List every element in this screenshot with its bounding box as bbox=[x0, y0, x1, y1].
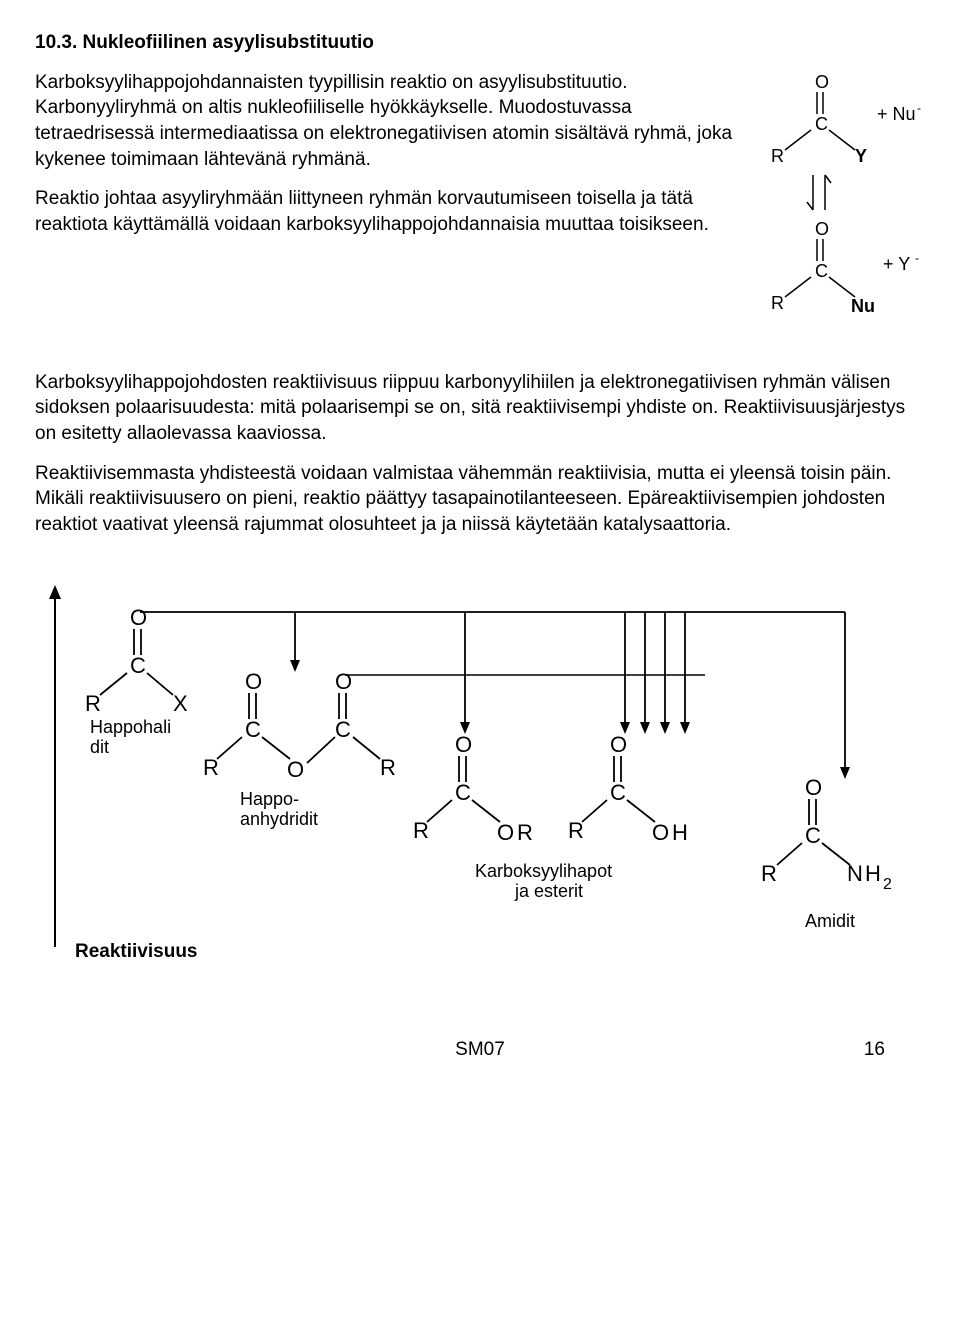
svg-text:R: R bbox=[568, 818, 584, 843]
svg-text:+ Nu: + Nu bbox=[877, 104, 916, 124]
svg-text:C: C bbox=[335, 717, 351, 742]
svg-text:Happo-: Happo- bbox=[240, 789, 299, 809]
svg-text:H: H bbox=[672, 820, 688, 845]
svg-text:anhydridit: anhydridit bbox=[240, 809, 318, 829]
svg-text:2: 2 bbox=[883, 876, 892, 893]
svg-text:Nu: Nu bbox=[851, 296, 875, 316]
acid-halide-structure: O C R X Happohali dit bbox=[85, 605, 188, 757]
svg-text:C: C bbox=[610, 780, 626, 805]
svg-text:C: C bbox=[815, 261, 828, 281]
svg-text:O: O bbox=[245, 669, 262, 694]
svg-text:-: - bbox=[917, 101, 921, 115]
svg-text:R: R bbox=[771, 293, 784, 313]
paragraph-3: Karboksyylihappojohdosten reaktiivisuus … bbox=[35, 370, 925, 447]
acid-structure: O C R O H Karboksyylihapot ja esterit bbox=[475, 732, 688, 901]
section-heading: 10.3. Nukleofiilinen asyylisubstituutio bbox=[35, 30, 925, 56]
page-footer: SM07 16 bbox=[35, 1037, 925, 1063]
paragraph-2: Reaktio johtaa asyyliryhmään liittyneen … bbox=[35, 186, 745, 237]
svg-text:+ Y: + Y bbox=[883, 254, 910, 274]
svg-text:C: C bbox=[245, 717, 261, 742]
amide-structure: O C R N H 2 Amidit bbox=[761, 775, 892, 931]
svg-text:R: R bbox=[85, 691, 101, 716]
svg-text:R: R bbox=[771, 146, 784, 166]
svg-text:R: R bbox=[517, 820, 533, 845]
svg-text:R: R bbox=[413, 818, 429, 843]
svg-text:O: O bbox=[335, 669, 352, 694]
svg-text:Y: Y bbox=[855, 146, 867, 166]
svg-text:X: X bbox=[173, 691, 188, 716]
svg-text:R: R bbox=[380, 755, 396, 780]
svg-text:O: O bbox=[805, 775, 822, 800]
svg-text:dit: dit bbox=[90, 737, 109, 757]
svg-text:N: N bbox=[847, 861, 863, 886]
svg-text:O: O bbox=[652, 820, 669, 845]
footer-page-number: 16 bbox=[864, 1037, 885, 1063]
svg-text:H: H bbox=[865, 861, 881, 886]
svg-text:O: O bbox=[815, 219, 829, 239]
svg-text:R: R bbox=[203, 755, 219, 780]
svg-text:-: - bbox=[915, 251, 919, 265]
axis-label: Reaktiivisuus bbox=[75, 941, 198, 962]
svg-text:C: C bbox=[130, 653, 146, 678]
svg-text:O: O bbox=[815, 72, 829, 92]
svg-text:O: O bbox=[287, 757, 304, 782]
side-reaction-scheme: O C R Y + Nu - O C R Nu + Y - bbox=[755, 70, 925, 330]
svg-text:C: C bbox=[455, 780, 471, 805]
svg-text:R: R bbox=[761, 861, 777, 886]
ester-structure: O C R O R bbox=[413, 732, 533, 845]
svg-text:C: C bbox=[805, 823, 821, 848]
paragraph-1: Karboksyylihappojohdannaisten tyypillisi… bbox=[35, 70, 745, 173]
svg-text:ja esterit: ja esterit bbox=[514, 881, 583, 901]
svg-text:Amidit: Amidit bbox=[805, 911, 855, 931]
svg-text:O: O bbox=[455, 732, 472, 757]
svg-text:O: O bbox=[497, 820, 514, 845]
svg-text:O: O bbox=[610, 732, 627, 757]
svg-text:Happohali: Happohali bbox=[90, 717, 171, 737]
footer-left: SM07 bbox=[455, 1039, 505, 1060]
svg-text:Karboksyylihapot: Karboksyylihapot bbox=[475, 861, 612, 881]
svg-text:C: C bbox=[815, 114, 828, 134]
anhydride-structure: O C R O C O R Happo- anhydridit bbox=[203, 669, 396, 829]
svg-text:O: O bbox=[130, 605, 147, 630]
reactivity-diagram: Reaktiivisuus O C R X Happohali dit O C bbox=[35, 577, 925, 977]
paragraph-4: Reaktiivisemmasta yhdisteestä voidaan va… bbox=[35, 461, 925, 538]
